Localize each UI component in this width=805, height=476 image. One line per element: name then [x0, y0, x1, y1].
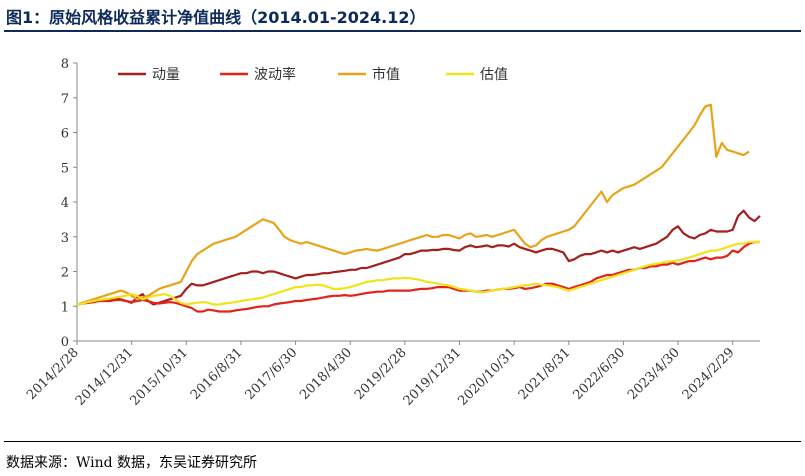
footer-rule — [4, 441, 801, 442]
x-tick-label: 2024/2/29 — [680, 345, 738, 403]
legend-label-1: 动量 — [152, 67, 180, 83]
x-tick-label: 2015/10/31 — [128, 345, 192, 409]
x-tick-label: 2022/6/30 — [570, 345, 628, 403]
x-tick-label: 2019/12/31 — [401, 345, 465, 409]
y-tick-label: 2 — [61, 266, 69, 281]
y-axis: 0 1 2 3 4 5 6 7 8 — [61, 57, 78, 350]
y-tick-label: 0 — [61, 335, 69, 350]
chart-title: 图1：原始风格收益累计净值曲线（2014.01-2024.12） — [6, 8, 426, 27]
x-tick-label: 2014/12/31 — [73, 345, 137, 409]
x-tick-label: 2023/4/30 — [625, 345, 683, 403]
legend-label-2: 波动率 — [254, 66, 296, 83]
series-layer — [76, 103, 761, 313]
y-tick-label: 4 — [61, 196, 69, 211]
y-tick-label: 7 — [61, 92, 69, 107]
y-tick-label: 3 — [61, 231, 69, 246]
series-line-4 — [76, 240, 760, 306]
y-tick-label: 8 — [61, 57, 69, 72]
title-underline — [4, 30, 801, 32]
legend-label-4: 估值 — [480, 67, 508, 83]
x-tick-label: 2021/8/31 — [516, 345, 574, 403]
y-tick-label: 5 — [61, 161, 69, 176]
series-line-1 — [76, 209, 761, 306]
x-tick-label: 2017/6/30 — [243, 345, 301, 403]
x-tick-label: 2020/10/31 — [455, 345, 519, 409]
series-line-2 — [76, 240, 760, 313]
x-tick-label: 2018/4/30 — [297, 345, 355, 403]
source-note: 数据来源：Wind 数据，东吴证券研究所 — [6, 455, 258, 471]
y-tick-label: 6 — [61, 127, 69, 142]
series-line-3 — [76, 103, 750, 306]
legend: 动量 波动率 市值 估值 — [118, 66, 508, 83]
x-axis: 2014/2/282014/12/312015/10/312016/8/3120… — [24, 340, 760, 409]
x-tick-label: 2019/2/28 — [352, 345, 410, 403]
x-tick-label: 2014/2/28 — [24, 345, 82, 403]
legend-label-3: 市值 — [372, 66, 400, 83]
y-tick-label: 1 — [61, 300, 69, 315]
x-tick-label: 2016/8/31 — [188, 345, 246, 403]
